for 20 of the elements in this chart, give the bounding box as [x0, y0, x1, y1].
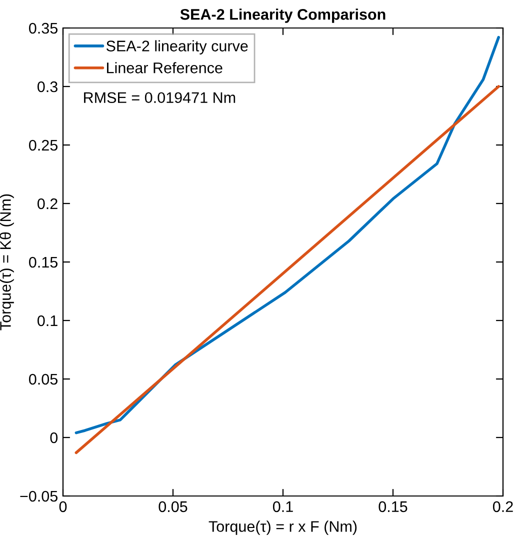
x-axis-title: Torque(τ) = r x F (Nm)	[208, 520, 357, 535]
legend-label: Linear Reference	[107, 62, 222, 74]
y-tick-label: 0.2	[38, 198, 58, 210]
x-tick-label: 0.1	[272, 501, 293, 512]
legend-label: SEA-2 linearity curve	[106, 40, 248, 54]
y-tick-label: 0.35	[29, 22, 58, 34]
y-tick-label: 0.3	[38, 81, 58, 92]
y-tick-label: 0	[50, 432, 58, 444]
x-tick-label: 0.05	[158, 501, 188, 512]
y-tick-label: 0.15	[29, 256, 58, 268]
x-tick-label: 0.15	[378, 501, 408, 512]
x-tick-label: 0	[59, 501, 67, 512]
x-tick-label: 0.2	[492, 501, 513, 512]
chart-title: SEA-2 Linearity Comparison	[180, 8, 386, 23]
y-axis-title: Torque(τ) = Kθ (Nm)	[0, 194, 14, 330]
annotation: RMSE = 0.019471 Nm	[84, 92, 236, 104]
y-tick-label: 0.05	[29, 374, 58, 385]
y-tick-label: 0.1	[38, 315, 58, 326]
y-tick-label: 0.25	[29, 140, 58, 151]
y-tick-label: −0.05	[20, 490, 58, 502]
